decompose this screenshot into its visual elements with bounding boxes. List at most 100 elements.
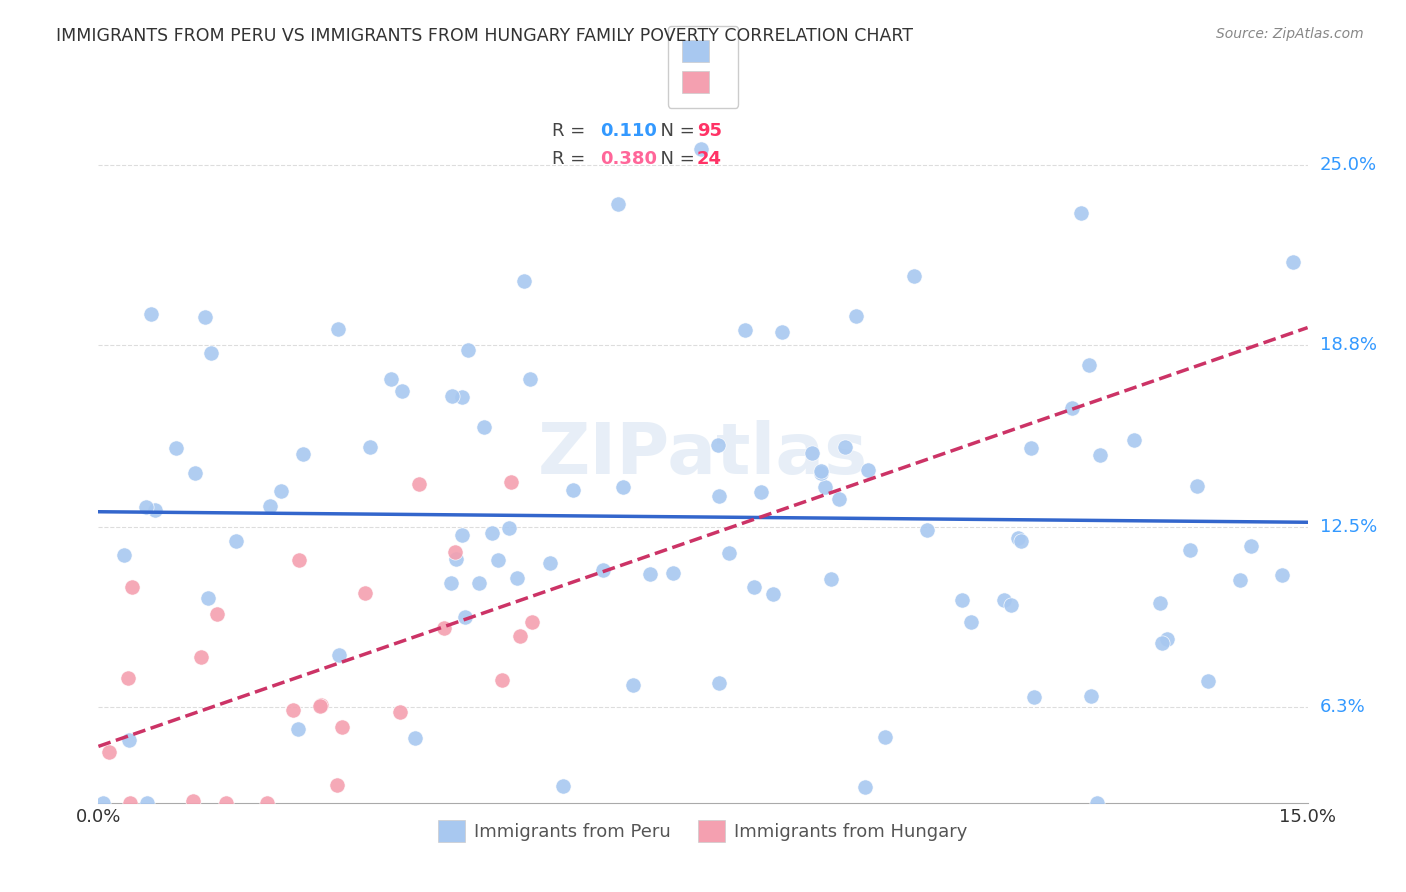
Point (486, 553, 509, 567)
Point (638, 567, 661, 582)
Point (820, 572, 842, 586)
Legend: Immigrants from Peru, Immigrants from Hungary: Immigrants from Peru, Immigrants from Hu… (432, 813, 974, 849)
Point (451, 527, 474, 541)
Point (853, 780, 876, 795)
Point (457, 343, 479, 357)
Point (194, 310, 217, 324)
Point (662, 566, 685, 580)
Point (1000, 599, 1022, 613)
Point (1060, 401, 1083, 416)
Point (259, 500, 281, 514)
Point (706, 438, 728, 452)
Point (960, 615, 983, 629)
Point (770, 326, 793, 340)
Point (441, 389, 464, 403)
Point (501, 475, 523, 489)
Text: 25.0%: 25.0% (1320, 156, 1376, 174)
Point (1281, 255, 1303, 269)
Point (856, 463, 879, 477)
Point (834, 440, 856, 454)
Point (506, 571, 529, 585)
Point (1185, 478, 1208, 492)
Point (1022, 690, 1045, 705)
Point (512, 274, 534, 288)
Point (118, 733, 141, 747)
Point (408, 477, 430, 491)
Point (139, 307, 162, 321)
Point (538, 557, 561, 571)
Point (873, 730, 896, 744)
Point (1078, 359, 1101, 373)
Text: 12.5%: 12.5% (1320, 518, 1376, 536)
Point (91, 796, 114, 810)
Point (562, 483, 585, 497)
Point (810, 464, 832, 478)
Point (451, 390, 474, 404)
Point (197, 591, 219, 605)
Point (519, 371, 541, 385)
Point (1152, 636, 1174, 650)
Point (454, 610, 477, 624)
Point (1178, 542, 1201, 557)
Point (690, 142, 713, 156)
Point (440, 576, 463, 591)
Point (520, 615, 543, 630)
Point (498, 520, 520, 534)
Text: R =: R = (551, 150, 591, 169)
Point (1240, 539, 1263, 553)
Text: R =: R = (551, 122, 591, 140)
Point (135, 500, 157, 514)
Point (183, 466, 205, 480)
Point (474, 419, 496, 434)
Point (281, 703, 304, 717)
Point (328, 648, 350, 662)
Point (165, 441, 187, 455)
Point (509, 629, 531, 643)
Text: IMMIGRANTS FROM PERU VS IMMIGRANTS FROM HUNGARY FAMILY POVERTY CORRELATION CHART: IMMIGRANTS FROM PERU VS IMMIGRANTS FROM … (56, 27, 914, 45)
Point (98, 745, 121, 759)
Point (287, 722, 309, 736)
Point (359, 440, 381, 454)
Point (903, 268, 925, 283)
Text: 95: 95 (697, 122, 721, 140)
Point (380, 372, 402, 386)
Point (952, 592, 974, 607)
Point (256, 796, 278, 810)
Point (491, 673, 513, 687)
Point (1156, 632, 1178, 646)
Point (468, 576, 491, 591)
Text: 0.110: 0.110 (600, 122, 657, 140)
Point (1090, 448, 1112, 462)
Point (814, 479, 837, 493)
Point (481, 525, 503, 540)
Point (621, 678, 644, 692)
Point (405, 731, 427, 745)
Point (391, 384, 413, 398)
Point (112, 548, 135, 562)
Point (1123, 433, 1146, 447)
Point (734, 323, 756, 337)
Point (1070, 206, 1092, 220)
Point (718, 546, 741, 560)
Text: Source: ZipAtlas.com: Source: ZipAtlas.com (1216, 27, 1364, 41)
Point (1229, 573, 1251, 587)
Point (801, 446, 824, 460)
Point (993, 592, 1015, 607)
Text: N =: N = (648, 150, 700, 169)
Point (612, 480, 634, 494)
Point (120, 796, 142, 810)
Point (181, 794, 204, 808)
Text: 0.380: 0.380 (600, 150, 657, 169)
Point (117, 671, 139, 685)
Point (207, 607, 229, 621)
Text: 6.3%: 6.3% (1320, 698, 1365, 716)
Point (446, 551, 468, 566)
Point (762, 587, 785, 601)
Point (190, 649, 212, 664)
Point (707, 676, 730, 690)
Point (709, 489, 731, 503)
Point (1149, 597, 1171, 611)
Point (592, 564, 614, 578)
Point (326, 322, 349, 336)
Text: 18.8%: 18.8% (1320, 335, 1376, 354)
